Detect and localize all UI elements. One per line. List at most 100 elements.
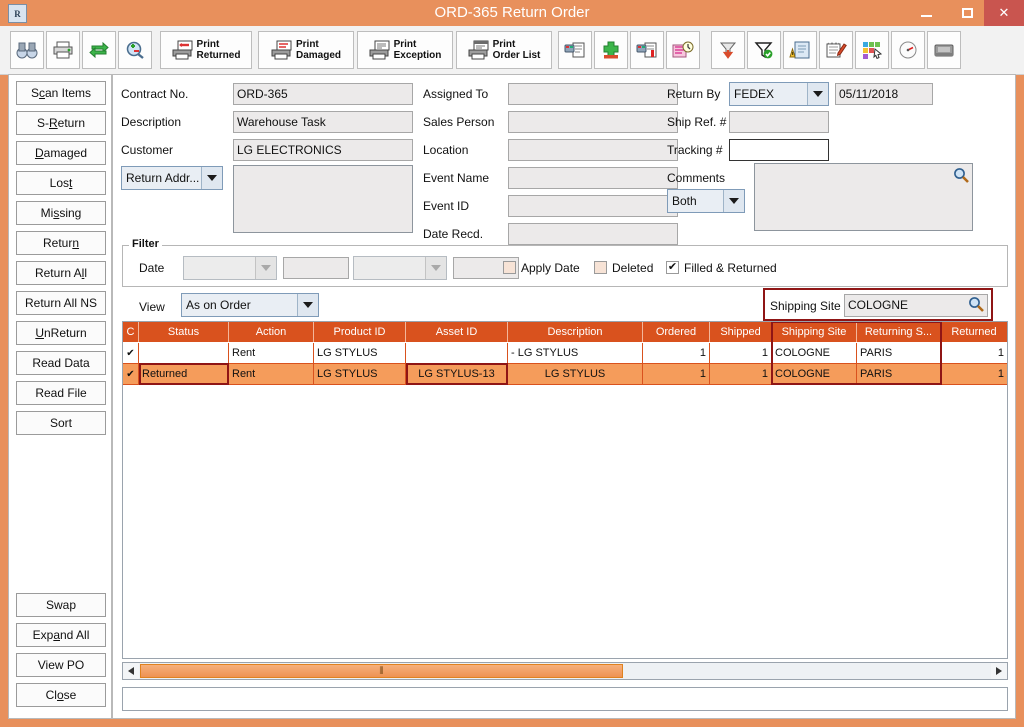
apply-date-label: Apply Date xyxy=(521,261,580,275)
event-name-field[interactable] xyxy=(508,167,678,189)
grid-header-shipping-site[interactable]: Shipping Site xyxy=(772,322,857,342)
sidebar-item-lost[interactable]: Lost xyxy=(16,171,106,195)
description-field[interactable]: Warehouse Task xyxy=(233,111,413,133)
return-address-value: Return Addr... xyxy=(126,171,200,185)
return-address-textarea[interactable] xyxy=(233,165,413,233)
sidebar-item-missing[interactable]: Missing xyxy=(16,201,106,225)
sidebar-item-return-all[interactable]: Return All xyxy=(16,261,106,285)
customer-field[interactable]: LG ELECTRONICS xyxy=(233,139,413,161)
grid-header-description[interactable]: Description xyxy=(508,322,643,342)
toolbar-filter-apply-button[interactable] xyxy=(747,31,781,69)
filled-returned-checkbox[interactable]: ✔ xyxy=(666,261,679,274)
sidebar-label-missing: Missing xyxy=(40,206,82,220)
sidebar-label-return-all: Return All xyxy=(34,266,88,280)
toolbar-timer-button[interactable] xyxy=(891,31,925,69)
return-address-dropdown[interactable]: Return Addr... xyxy=(121,166,223,190)
sidebar-item-read-data[interactable]: Read Data xyxy=(16,351,106,375)
filter-date-from-dropdown[interactable] xyxy=(183,256,277,280)
date-recd-field[interactable] xyxy=(508,223,678,245)
toolbar-archive-button[interactable] xyxy=(927,31,961,69)
row-check-cell[interactable]: ✔ xyxy=(123,343,139,363)
toolbar-warning-doc-button[interactable] xyxy=(783,31,817,69)
sidebar-label-scan-items: Scan Items xyxy=(30,86,92,100)
copy-doc-icon xyxy=(564,42,585,58)
toolbar-flag-record-button[interactable] xyxy=(630,31,664,69)
return-by-date-field[interactable]: 05/11/2018 xyxy=(835,83,933,105)
grid-header-status[interactable]: Status xyxy=(139,322,229,342)
toolbar-edit-notes-button[interactable] xyxy=(819,31,853,69)
sidebar-item-view-po[interactable]: View PO xyxy=(16,653,106,677)
row-check-cell[interactable]: ✔ xyxy=(123,364,139,384)
table-row[interactable]: ✔ Rent LG STYLUS - LG STYLUS 1 1 COLOGNE… xyxy=(123,343,1007,363)
toolbar-print-returned-button[interactable]: Print Returned xyxy=(160,31,252,69)
toolbar-zoom-find-button[interactable] xyxy=(118,31,152,69)
shipping-site-field[interactable]: COLOGNE xyxy=(844,294,988,317)
sidebar-item-scan-items[interactable]: Scan Items xyxy=(16,81,106,105)
toolbar-add-record-button[interactable] xyxy=(594,31,628,69)
grid-header-shipped[interactable]: Shipped xyxy=(710,322,772,342)
row-ordered-cell: 1 xyxy=(643,343,710,363)
toolbar-select-grid-button[interactable] xyxy=(855,31,889,69)
sidebar-item-return-all-ns[interactable]: Return All NS xyxy=(16,291,106,315)
shipping-site-highlight xyxy=(763,288,993,321)
filter-date-to-dropdown[interactable] xyxy=(353,256,447,280)
sidebar-item-unreturn[interactable]: UnReturn xyxy=(16,321,106,345)
grid-header-ordered[interactable]: Ordered xyxy=(643,322,710,342)
toolbar-print-button[interactable] xyxy=(46,31,80,69)
row-shipped-cell: 1 xyxy=(710,343,772,363)
contract-no-field[interactable]: ORD-365 xyxy=(233,83,413,105)
description-label: Description xyxy=(121,115,182,129)
comments-search-icon[interactable] xyxy=(953,167,969,183)
sidebar-item-s-return[interactable]: S-Return xyxy=(16,111,106,135)
grid-header-product-id[interactable]: Product ID xyxy=(314,322,406,342)
row-shipping-site-cell: COLOGNE xyxy=(772,343,857,363)
close-window-button[interactable]: ✕ xyxy=(984,0,1024,26)
scroll-right-button[interactable] xyxy=(991,663,1007,679)
toolbar-print-order-list-button[interactable]: Print Order List xyxy=(456,31,552,69)
sidebar-item-read-file[interactable]: Read File xyxy=(16,381,106,405)
maximize-button[interactable] xyxy=(950,0,984,26)
sidebar-item-damaged[interactable]: Damaged xyxy=(16,141,106,165)
sidebar-item-sort[interactable]: Sort xyxy=(16,411,106,435)
grid-header-check[interactable]: C xyxy=(123,322,139,342)
deleted-checkbox[interactable] xyxy=(594,261,607,274)
sidebar-item-close[interactable]: Close xyxy=(16,683,106,707)
comments-scope-dropdown[interactable]: Both xyxy=(667,189,745,213)
location-field[interactable] xyxy=(508,139,678,161)
toolbar-history-clock-button[interactable] xyxy=(666,31,700,69)
row-shipping-site-cell: COLOGNE xyxy=(772,364,857,384)
toolbar-print-exception-button[interactable]: Print Exception xyxy=(357,31,453,69)
sidebar-item-expand-all[interactable]: Expand All xyxy=(16,623,106,647)
toolbar-print-damaged-button[interactable]: Print Damaged xyxy=(258,31,354,69)
sidebar-item-swap[interactable]: Swap xyxy=(16,593,106,617)
tracking-field[interactable] xyxy=(729,139,829,161)
scroll-thumb[interactable]: ⦀ xyxy=(140,664,623,678)
table-row[interactable]: ✔ Returned Rent LG STYLUS LG STYLUS-13 L… xyxy=(123,364,1007,384)
assigned-to-field[interactable] xyxy=(508,83,678,105)
grid-header-returned[interactable]: Returned xyxy=(941,322,1007,342)
toolbar-print-order-list-label: Print Order List xyxy=(492,39,541,61)
sidebar-item-return[interactable]: Return xyxy=(16,231,106,255)
toolbar-refresh-button[interactable] xyxy=(82,31,116,69)
toolbar-view-binoculars-button[interactable] xyxy=(10,31,44,69)
printer-icon xyxy=(53,41,73,59)
filter-date-to-field[interactable] xyxy=(453,257,519,279)
toolbar-import-funnel-button[interactable] xyxy=(711,31,745,69)
shipping-site-search-icon[interactable] xyxy=(968,296,984,312)
grid-header-action[interactable]: Action xyxy=(229,322,314,342)
scroll-left-button[interactable] xyxy=(123,663,139,679)
sales-person-field[interactable] xyxy=(508,111,678,133)
event-id-field[interactable] xyxy=(508,195,678,217)
ship-ref-field[interactable] xyxy=(729,111,829,133)
items-grid[interactable]: C Status Action Product ID Asset ID Desc… xyxy=(122,321,1008,659)
grid-header-asset-id[interactable]: Asset ID xyxy=(406,322,508,342)
toolbar-copy-record-button[interactable] xyxy=(558,31,592,69)
view-dropdown[interactable]: As on Order xyxy=(181,293,319,317)
row-asset-id-cell xyxy=(406,343,508,363)
comments-textarea[interactable] xyxy=(754,163,973,231)
grid-horizontal-scrollbar[interactable]: ⦀ xyxy=(122,662,1008,680)
filter-date-from-field[interactable] xyxy=(283,257,349,279)
return-by-dropdown[interactable]: FEDEX xyxy=(729,82,829,106)
minimize-button[interactable] xyxy=(906,0,946,26)
apply-date-checkbox[interactable] xyxy=(503,261,516,274)
